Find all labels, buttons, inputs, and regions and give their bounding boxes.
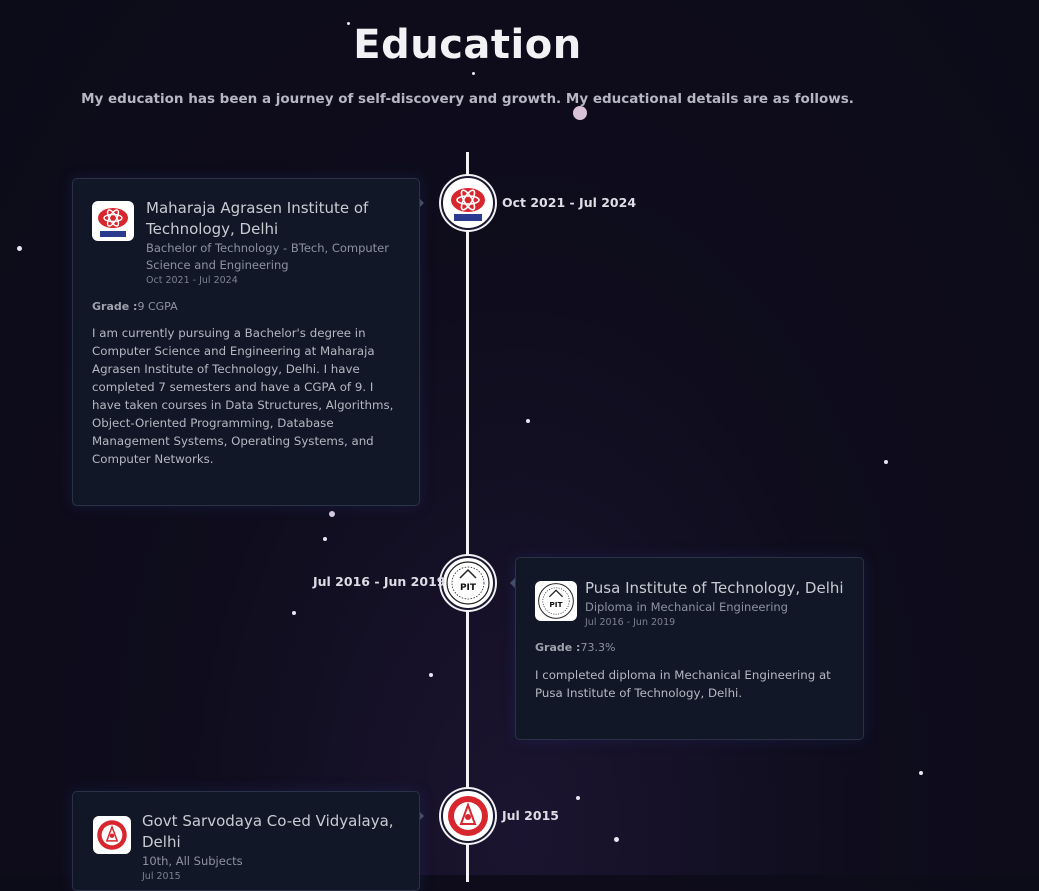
description: I completed diploma in Mechanical Engine… [535,668,831,700]
period: Oct 2021 - Jul 2024 [146,275,238,286]
star [347,22,350,25]
grade-label: Grade : [535,641,581,654]
mait-logo-icon [98,208,128,237]
star [472,72,475,75]
school-logo: PIT [535,581,577,621]
timeline-pointer [419,198,424,208]
timeline-node-school [441,789,495,843]
education-card-school: Govt Sarvodaya Co-ed Vidyalaya, Delhi 10… [72,791,420,891]
degree: Bachelor of Technology - BTech, Computer… [146,241,389,272]
school-name: Pusa Institute of Technology, Delhi [585,579,844,597]
school-logo [92,201,134,241]
timeline-pointer [510,578,515,588]
section-subtitle: My education has been a journey of self-… [81,91,854,107]
star [614,837,619,842]
period: Jul 2016 - Jun 2019 [585,617,676,628]
timeline-node-mait [441,176,495,230]
grade: Grade :9 CGPA [92,300,178,313]
star [573,106,587,120]
timeline-node-pit: PIT [441,556,495,610]
timeline-line [466,152,469,882]
timeline-date: Oct 2021 - Jul 2024 [502,195,637,210]
pit-logo-icon: PIT [538,583,574,619]
pit-logo-text: PIT [549,600,563,609]
pit-logo-text: PIT [460,583,477,593]
timeline-date: Jul 2016 - Jun 2019 [313,574,446,589]
degree: 10th, All Subjects [142,854,243,868]
education-card-mait: Maharaja Agrasen Institute of Technology… [72,178,420,506]
timeline-pointer [419,811,424,821]
star [576,796,580,800]
timeline-date: Jul 2015 [502,808,559,823]
school-name: Maharaja Agrasen Institute of Technology… [146,199,369,238]
education-card-pit: PIT Pusa Institute of Technology, Delhi … [515,557,864,740]
star [429,673,433,677]
star [17,246,22,251]
star [526,419,530,423]
star [884,460,888,464]
pit-logo-icon: PIT [446,561,490,605]
school-emblem-icon [97,820,127,850]
grade-value: 73.3% [580,641,616,654]
school-logo [93,816,131,854]
grade-label: Grade : [92,300,138,313]
description: I am currently pursuing a Bachelor's deg… [92,326,394,466]
degree: Diploma in Mechanical Engineering [585,600,788,614]
mait-logo-icon [451,188,485,221]
star [919,771,923,775]
school-name: Govt Sarvodaya Co-ed Vidyalaya, Delhi [142,812,394,851]
star [329,511,335,517]
star [323,537,327,541]
grade: Grade :73.3% [535,641,615,654]
school-emblem-icon [448,796,488,836]
grade-value: 9 CGPA [137,300,178,313]
star [292,611,296,615]
period: Jul 2015 [142,871,181,882]
section-title: Education [353,22,582,68]
